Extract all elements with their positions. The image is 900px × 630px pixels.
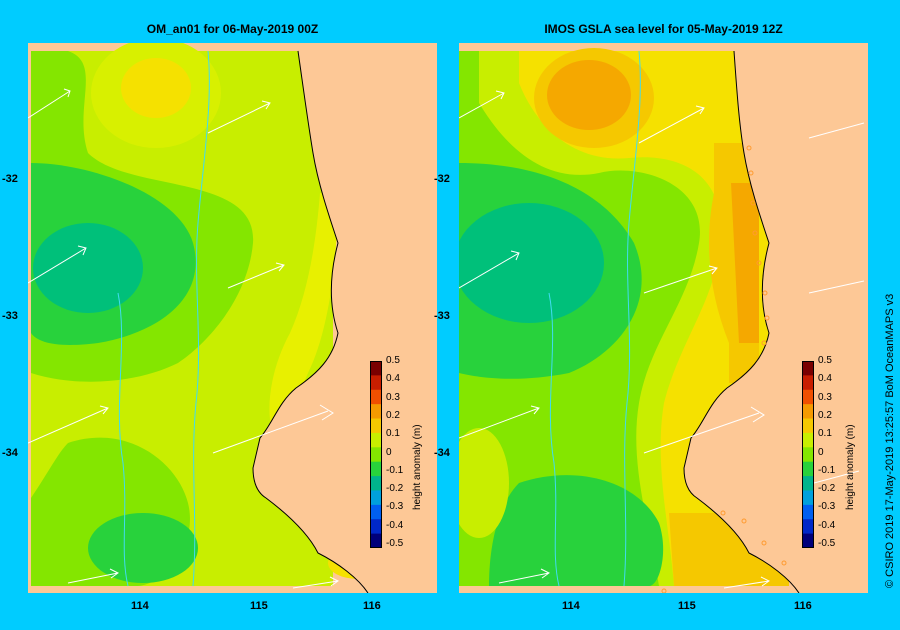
colorbar-segment (802, 375, 814, 391)
colorbar-tick-label: 0.5 (386, 355, 400, 366)
river (623, 50, 641, 587)
lat-label: -33 (2, 310, 18, 322)
lon-label: 115 (250, 600, 268, 612)
colorbar-segment (802, 404, 814, 420)
colorbar-segment (802, 418, 814, 434)
colorbar-tick-label: 0.4 (818, 373, 832, 385)
colorbar-segment (370, 375, 382, 391)
river (117, 292, 129, 587)
colorbar-segment (370, 447, 382, 463)
land-mask (253, 51, 437, 593)
colorbar-segment (370, 361, 382, 376)
colorbar-tick-label: -0.4 (386, 519, 404, 531)
panel-left-title: OM_an01 for 06-May-2019 00Z (146, 22, 319, 36)
map-panel-right (459, 43, 868, 593)
colorbar-tick-label: -0.1 (386, 464, 404, 476)
colorbar-segment (802, 432, 814, 448)
lon-label: 114 (562, 600, 580, 612)
colorbar-left (370, 361, 382, 548)
colorbar-tick-label: 0 (818, 446, 824, 458)
colorbar-right-title: height anomaly (m) (845, 424, 856, 510)
colorbar-tick-label: -0.5 (818, 538, 836, 549)
colorbar-left-title: height anomaly (m) (412, 424, 423, 510)
anomaly-contour (459, 428, 509, 538)
colorbar-segment (370, 504, 382, 520)
colorbar-segment (802, 504, 814, 520)
colorbar-segment (370, 432, 382, 448)
lon-label: 116 (363, 600, 381, 612)
colorbar-segment (802, 389, 814, 405)
colorbar-segment (370, 418, 382, 434)
colorbar-segment (802, 533, 814, 548)
colorbar-border (802, 361, 814, 548)
coastline (252, 50, 369, 593)
colorbar-segment (802, 519, 814, 535)
colorbar-segment (802, 447, 814, 463)
colorbar-tick-label: 0.2 (818, 409, 832, 421)
river (548, 292, 560, 587)
anomaly-contour (33, 223, 143, 313)
anomaly-contour (489, 475, 664, 586)
colorbar-segment (802, 490, 814, 506)
lat-label: -32 (434, 173, 450, 185)
colorbar-segment (370, 389, 382, 405)
map-panel-left (28, 43, 437, 593)
anomaly-contour (121, 58, 191, 118)
colorbar-segment (370, 490, 382, 506)
lon-label: 114 (131, 600, 149, 612)
anomaly-contour (547, 60, 631, 130)
lat-label: -33 (434, 310, 450, 322)
anomaly-contour (459, 203, 604, 323)
coastline (683, 50, 800, 593)
colorbar-tick-label: 0.3 (386, 391, 400, 403)
river (192, 50, 210, 587)
panel-right-title: IMOS GSLA sea level for 05-May-2019 12Z (544, 22, 783, 36)
colorbar-tick-label: 0.1 (386, 428, 400, 440)
colorbar-tick-label: 0.1 (818, 428, 832, 440)
lat-label: -34 (434, 447, 450, 459)
observation-dots (661, 145, 787, 593)
colorbar-segment (802, 461, 814, 477)
land-mask (684, 51, 868, 593)
colorbar-segment (802, 476, 814, 491)
colorbar-segment (370, 519, 382, 535)
colorbar-tick-label: 0.2 (386, 409, 400, 421)
colorbar-right (802, 361, 814, 548)
colorbar-tick-label: -0.2 (386, 483, 404, 495)
lon-label: 115 (678, 600, 696, 612)
colorbar-border (370, 361, 382, 548)
colorbar-tick-label: 0 (386, 446, 392, 458)
colorbar-segment (802, 361, 814, 376)
wind-arrows (459, 90, 865, 589)
lat-label: -32 (2, 173, 18, 185)
colorbar-segment (370, 461, 382, 477)
wind-arrows (28, 88, 339, 589)
colorbar-tick-label: -0.2 (818, 483, 836, 495)
colorbar-tick-label: -0.4 (818, 519, 836, 531)
colorbar-tick-label: 0.4 (386, 373, 400, 385)
colorbar-segment (370, 533, 382, 548)
colorbar-tick-label: -0.3 (818, 501, 836, 513)
colorbar-tick-label: 0.5 (818, 355, 832, 366)
colorbar-segment (370, 476, 382, 491)
anomaly-contour (269, 193, 338, 443)
lon-label: 116 (794, 600, 812, 612)
lat-label: -34 (2, 447, 18, 459)
colorbar-tick-label: -0.3 (386, 501, 404, 513)
anomaly-contour (731, 183, 759, 343)
anomaly-contour (88, 513, 198, 583)
colorbar-tick-label: -0.1 (818, 464, 836, 476)
credit-text: © CSIRO 2019 17-May-2019 13:25:57 BoM Oc… (884, 293, 896, 588)
colorbar-segment (370, 404, 382, 420)
colorbar-tick-label: -0.5 (386, 538, 404, 549)
colorbar-tick-label: 0.3 (818, 391, 832, 403)
